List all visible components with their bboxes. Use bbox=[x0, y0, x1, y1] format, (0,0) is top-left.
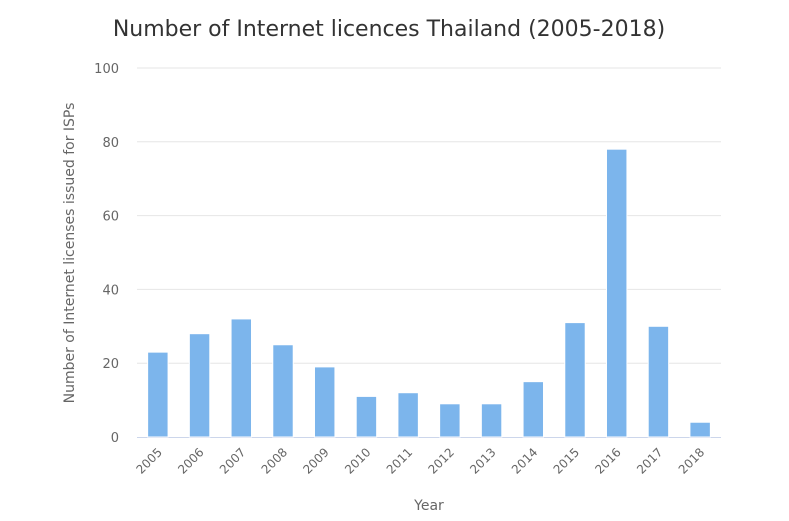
bar-2008[interactable] bbox=[272, 344, 294, 438]
x-tick-label: 2014 bbox=[509, 445, 540, 476]
x-tick-label: 2007 bbox=[217, 445, 248, 476]
bar-2005[interactable] bbox=[147, 351, 169, 438]
bar-2009[interactable] bbox=[313, 366, 336, 438]
bar-2010[interactable] bbox=[355, 395, 378, 438]
y-tick-label: 0 bbox=[111, 431, 119, 446]
x-tick-label: 2012 bbox=[425, 445, 456, 476]
bar-2018[interactable] bbox=[689, 421, 711, 438]
x-tick-label: 2018 bbox=[676, 445, 707, 476]
bar-2017[interactable] bbox=[647, 325, 670, 438]
y-tick-label: 20 bbox=[102, 357, 119, 372]
x-tick-label: 2016 bbox=[592, 445, 623, 476]
chart-title: Number of Internet licences Thailand (20… bbox=[113, 17, 665, 42]
bar-2016[interactable] bbox=[605, 148, 628, 438]
x-tick-label: 2017 bbox=[634, 445, 665, 476]
y-tick-label: 100 bbox=[94, 62, 119, 77]
x-tick-label: 2013 bbox=[467, 445, 498, 476]
x-tick-label: 2015 bbox=[551, 445, 582, 476]
x-tick-label: 2008 bbox=[259, 445, 290, 476]
y-tick-label: 60 bbox=[102, 210, 119, 225]
y-tick-label: 80 bbox=[102, 136, 119, 151]
x-tick-label: 2006 bbox=[175, 445, 206, 476]
bar-2007[interactable] bbox=[230, 318, 253, 438]
y-tick-label: 40 bbox=[102, 283, 119, 298]
bar-2013[interactable] bbox=[480, 403, 503, 438]
y-axis-label: Number of Internet licenses issued for I… bbox=[62, 103, 78, 404]
bar-2015[interactable] bbox=[564, 322, 586, 438]
bar-2006[interactable] bbox=[188, 333, 211, 438]
x-axis-label: Year bbox=[413, 498, 444, 514]
x-tick-label: 2005 bbox=[133, 445, 164, 476]
x-tick-label: 2009 bbox=[300, 445, 331, 476]
x-tick-label: 2011 bbox=[384, 445, 415, 476]
bar-2014[interactable] bbox=[522, 381, 545, 438]
bar-2012[interactable] bbox=[439, 403, 461, 438]
x-tick-label: 2010 bbox=[342, 445, 373, 476]
bar-2011[interactable] bbox=[397, 392, 419, 438]
